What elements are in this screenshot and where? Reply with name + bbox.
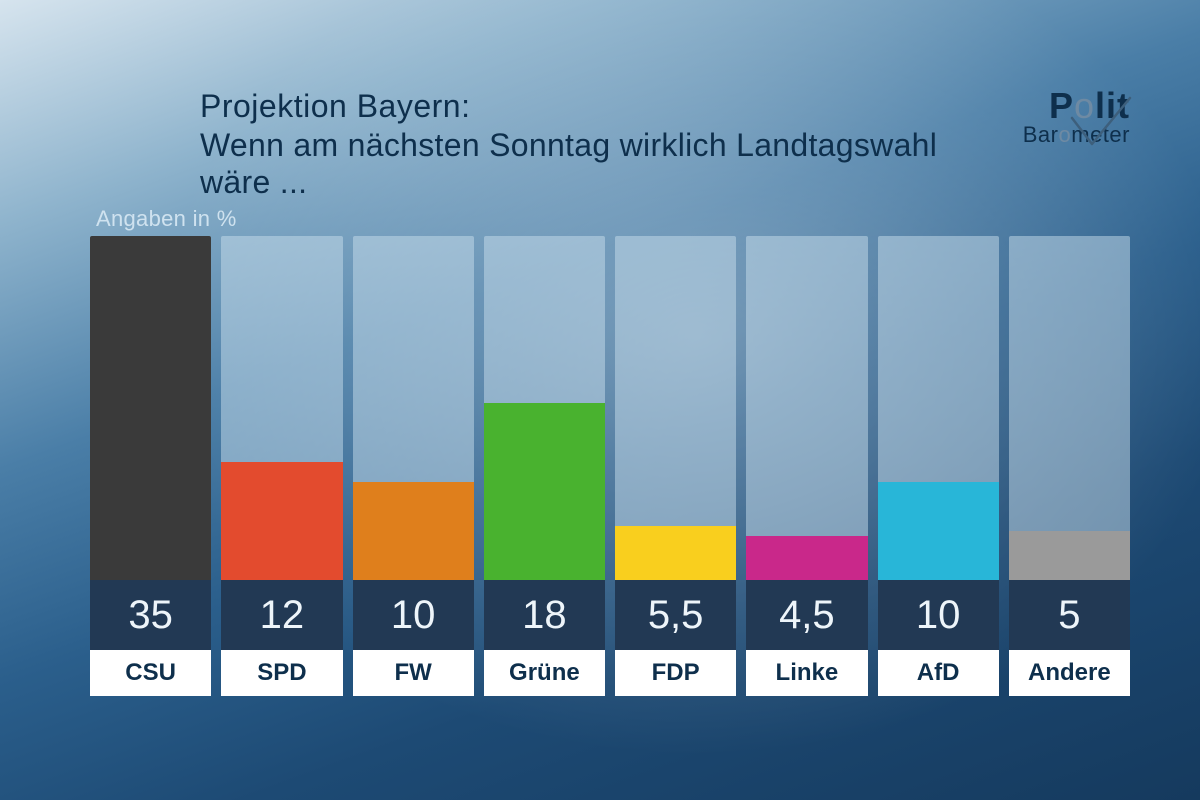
bar-area (90, 236, 211, 580)
bar-area (221, 236, 342, 580)
value-box: 4,5 (746, 580, 867, 650)
label-box: AfD (878, 650, 999, 696)
label-box: FDP (615, 650, 736, 696)
bar (746, 536, 867, 580)
chart-column: 5,5FDP (615, 236, 736, 696)
value-box: 5,5 (615, 580, 736, 650)
bar (353, 482, 474, 580)
bar (1009, 531, 1130, 580)
unit-label: Angaben in % (96, 206, 237, 232)
chart-column: 35CSU (90, 236, 211, 696)
bar-area (746, 236, 867, 580)
bar (615, 526, 736, 580)
politbarometer-logo: Polit Barometer (953, 88, 1130, 158)
chart-column: 4,5Linke (746, 236, 867, 696)
logo-text: Bar (1023, 122, 1059, 147)
value-box: 18 (484, 580, 605, 650)
title-block: Projektion Bayern: Wenn am nächsten Sonn… (200, 88, 953, 201)
chart-column: 5Andere (1009, 236, 1130, 696)
bar (878, 482, 999, 580)
chart-column: 12SPD (221, 236, 342, 696)
logo-check-icon (1066, 94, 1136, 158)
value-box: 5 (1009, 580, 1130, 650)
bar (221, 462, 342, 580)
chart-column: 10FW (353, 236, 474, 696)
label-box: FW (353, 650, 474, 696)
value-box: 10 (353, 580, 474, 650)
bar (90, 236, 211, 580)
bar (484, 403, 605, 580)
bar-area (1009, 236, 1130, 580)
bar-area (878, 236, 999, 580)
title-line-1: Projektion Bayern: (200, 88, 953, 125)
value-box: 12 (221, 580, 342, 650)
title-line-2: Wenn am nächsten Sonntag wirklich Landta… (200, 127, 953, 201)
bar-area (353, 236, 474, 580)
label-box: Grüne (484, 650, 605, 696)
bar-area (615, 236, 736, 580)
bar-area (484, 236, 605, 580)
chart-column: 10AfD (878, 236, 999, 696)
header: Projektion Bayern: Wenn am nächsten Sonn… (200, 88, 1130, 201)
label-box: CSU (90, 650, 211, 696)
chart-column: 18Grüne (484, 236, 605, 696)
value-box: 35 (90, 580, 211, 650)
bar-chart: 35CSU12SPD10FW18Grüne5,5FDP4,5Linke10AfD… (90, 236, 1130, 696)
label-box: Linke (746, 650, 867, 696)
label-box: SPD (221, 650, 342, 696)
value-box: 10 (878, 580, 999, 650)
label-box: Andere (1009, 650, 1130, 696)
